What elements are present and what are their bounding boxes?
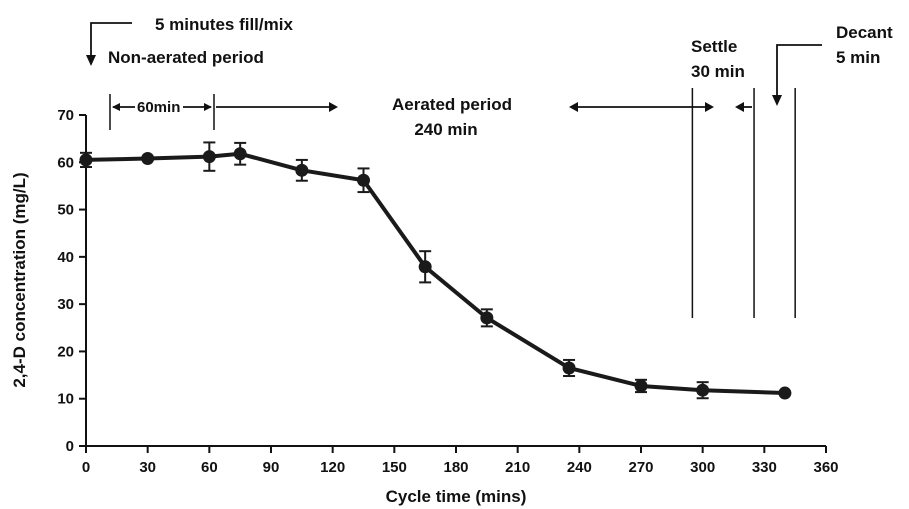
y-tick-label: 70 [57,107,74,124]
settle-arrowhead [735,102,744,112]
sixty-min-label: 60min [137,99,180,116]
x-tick-label: 120 [320,459,345,476]
annotations: 5 minutes fill/mix Non-aerated period 60… [86,15,893,139]
x-tick-label: 270 [628,459,653,476]
y-tick-label: 20 [57,343,74,360]
aerated-arrowhead-right [329,102,338,112]
decant-label-line1: Decant [836,23,893,42]
y-tick-label: 40 [57,249,74,266]
x-tick-label: 30 [139,459,156,476]
x-ticks: 0 30 60 90 120 150 180 210 240 270 300 330 360 [82,446,839,476]
x-tick-label: 240 [567,459,592,476]
data-point [418,260,432,274]
y-tick-label: 0 [66,438,74,455]
phase-guide-lines [691,88,796,318]
sixty-min-arrowhead-right [204,103,212,111]
data-point [141,152,155,166]
data-point [233,147,247,161]
x-tick-label: 150 [382,459,407,476]
x-tick-label: 60 [201,459,218,476]
fill-mix-arrow-head [86,55,96,66]
y-tick-label: 50 [57,202,74,219]
data-point [480,311,494,325]
data-point [295,163,309,177]
aerated-label-line2: 240 min [414,120,477,139]
x-tick-label: 90 [263,459,280,476]
y-ticks: 0 10 20 30 40 50 60 70 [57,107,86,455]
aerated-arrowhead-left [569,102,578,112]
x-axis-title: Cycle time (mins) [386,487,527,506]
y-tick-label: 60 [57,154,74,171]
series [79,141,792,400]
data-point [79,153,93,167]
x-tick-label: 300 [690,459,715,476]
y-tick-label: 30 [57,296,74,313]
x-tick-label: 0 [82,459,90,476]
fill-mix-label: 5 minutes fill/mix [155,15,293,34]
non-aerated-label: Non-aerated period [108,48,264,67]
decant-arrow-line [776,44,822,96]
decant-arrowhead [772,95,782,106]
y-axis-title: 2,4-D concentration (mg/L) [10,172,29,387]
decant-label-line2: 5 min [836,48,880,67]
series-line [85,151,785,396]
x-tick-label: 360 [813,459,838,476]
fill-mix-arrow-line [90,22,132,56]
x-tick-label: 330 [752,459,777,476]
settle-label-line1: Settle [691,37,737,56]
data-point [696,383,710,397]
aerated-arrowhead-end [705,102,714,112]
data-point [562,361,576,375]
x-tick-label: 210 [505,459,530,476]
sixty-min-arrowhead-left [112,103,120,111]
data-point [357,173,370,187]
settle-label-line2: 30 min [691,62,745,81]
axes [85,115,826,447]
x-tick-label: 180 [443,459,468,476]
data-point [202,150,216,164]
aerated-label-line1: Aerated period [392,95,512,114]
data-point [778,386,792,400]
data-point [634,379,648,393]
y-tick-label: 10 [57,391,74,408]
